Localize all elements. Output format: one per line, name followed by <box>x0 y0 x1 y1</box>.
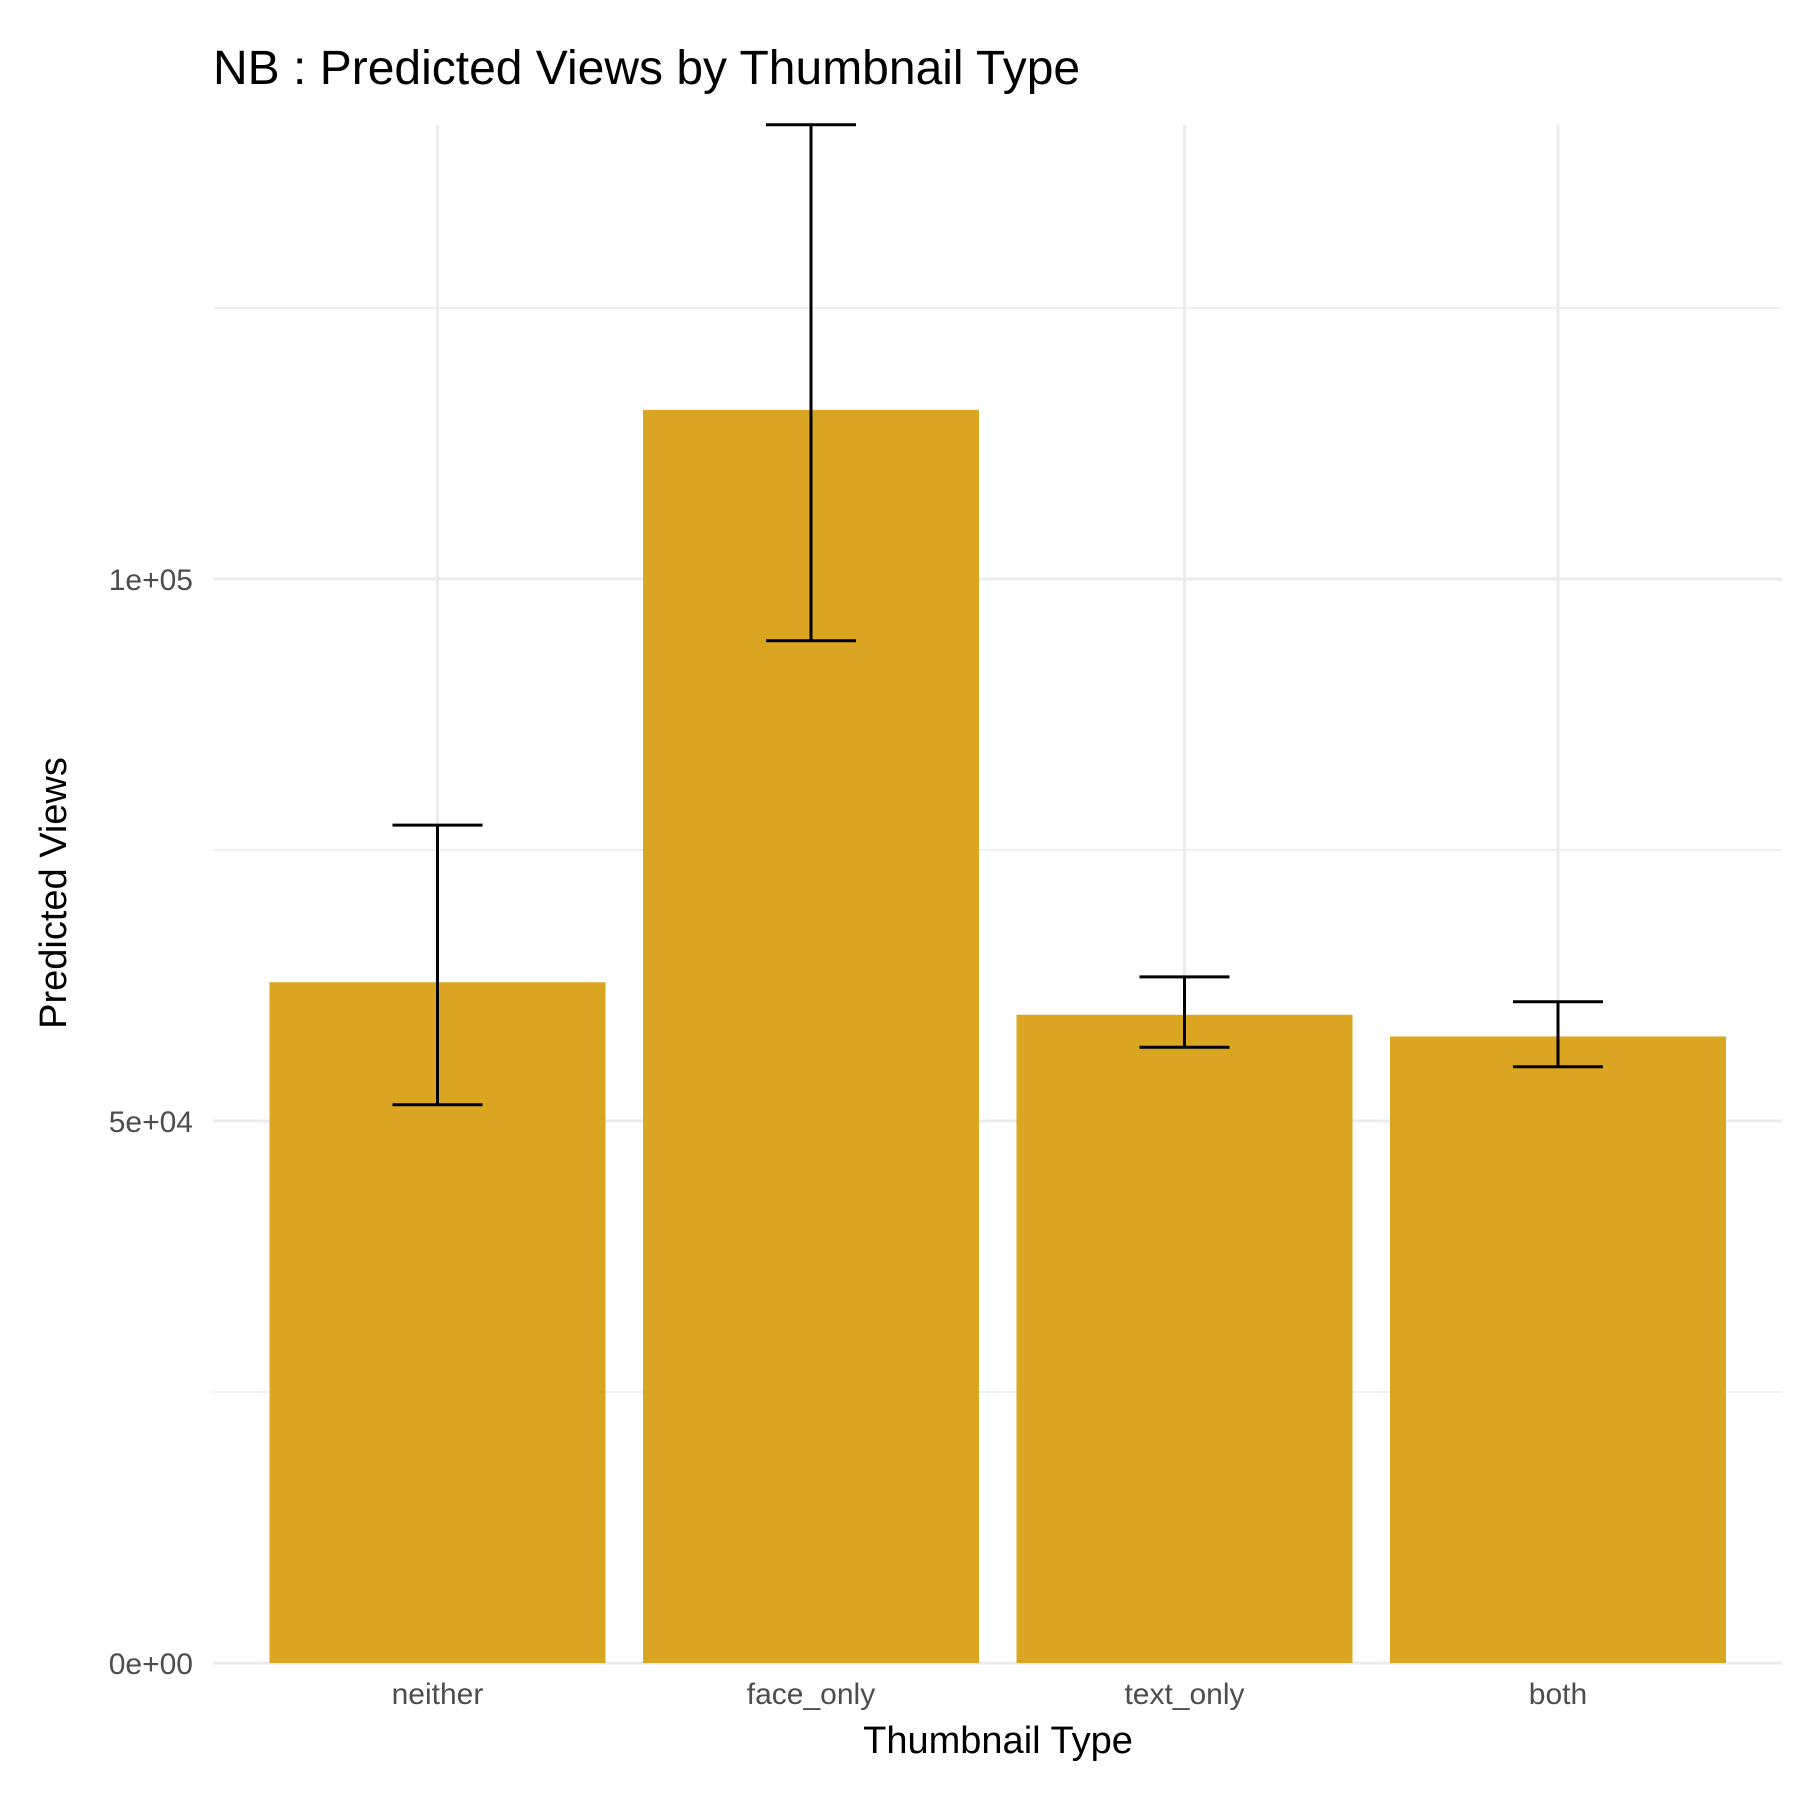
bar-both <box>1390 1036 1726 1663</box>
error-bar-face_only <box>766 123 856 643</box>
chart-title: NB : Predicted Views by Thumbnail Type <box>213 42 1080 95</box>
error-bar-text_only <box>1139 975 1230 1049</box>
x-tick-label: both <box>1529 1678 1587 1711</box>
y-tick-labels: 0e+00 5e+04 1e+05 <box>109 564 193 1681</box>
x-tick-label: text_only <box>1124 1678 1244 1711</box>
bar-text_only <box>1016 1014 1353 1663</box>
y-tick-label: 0e+00 <box>109 1648 193 1681</box>
error-bars <box>392 123 1603 1107</box>
error-bar-neither <box>392 823 483 1107</box>
x-axis-title: Thumbnail Type <box>863 1720 1133 1762</box>
error-bar-both <box>1513 1000 1603 1069</box>
y-tick-label: 1e+05 <box>109 564 193 597</box>
y-tick-label: 5e+04 <box>109 1106 193 1139</box>
x-tick-labels: neither face_only text_only both <box>392 1678 1588 1711</box>
x-tick-label: face_only <box>747 1678 875 1711</box>
x-tick-label: neither <box>392 1678 484 1711</box>
y-axis-title: Predicted Views <box>33 757 75 1029</box>
bars <box>269 409 1726 1663</box>
